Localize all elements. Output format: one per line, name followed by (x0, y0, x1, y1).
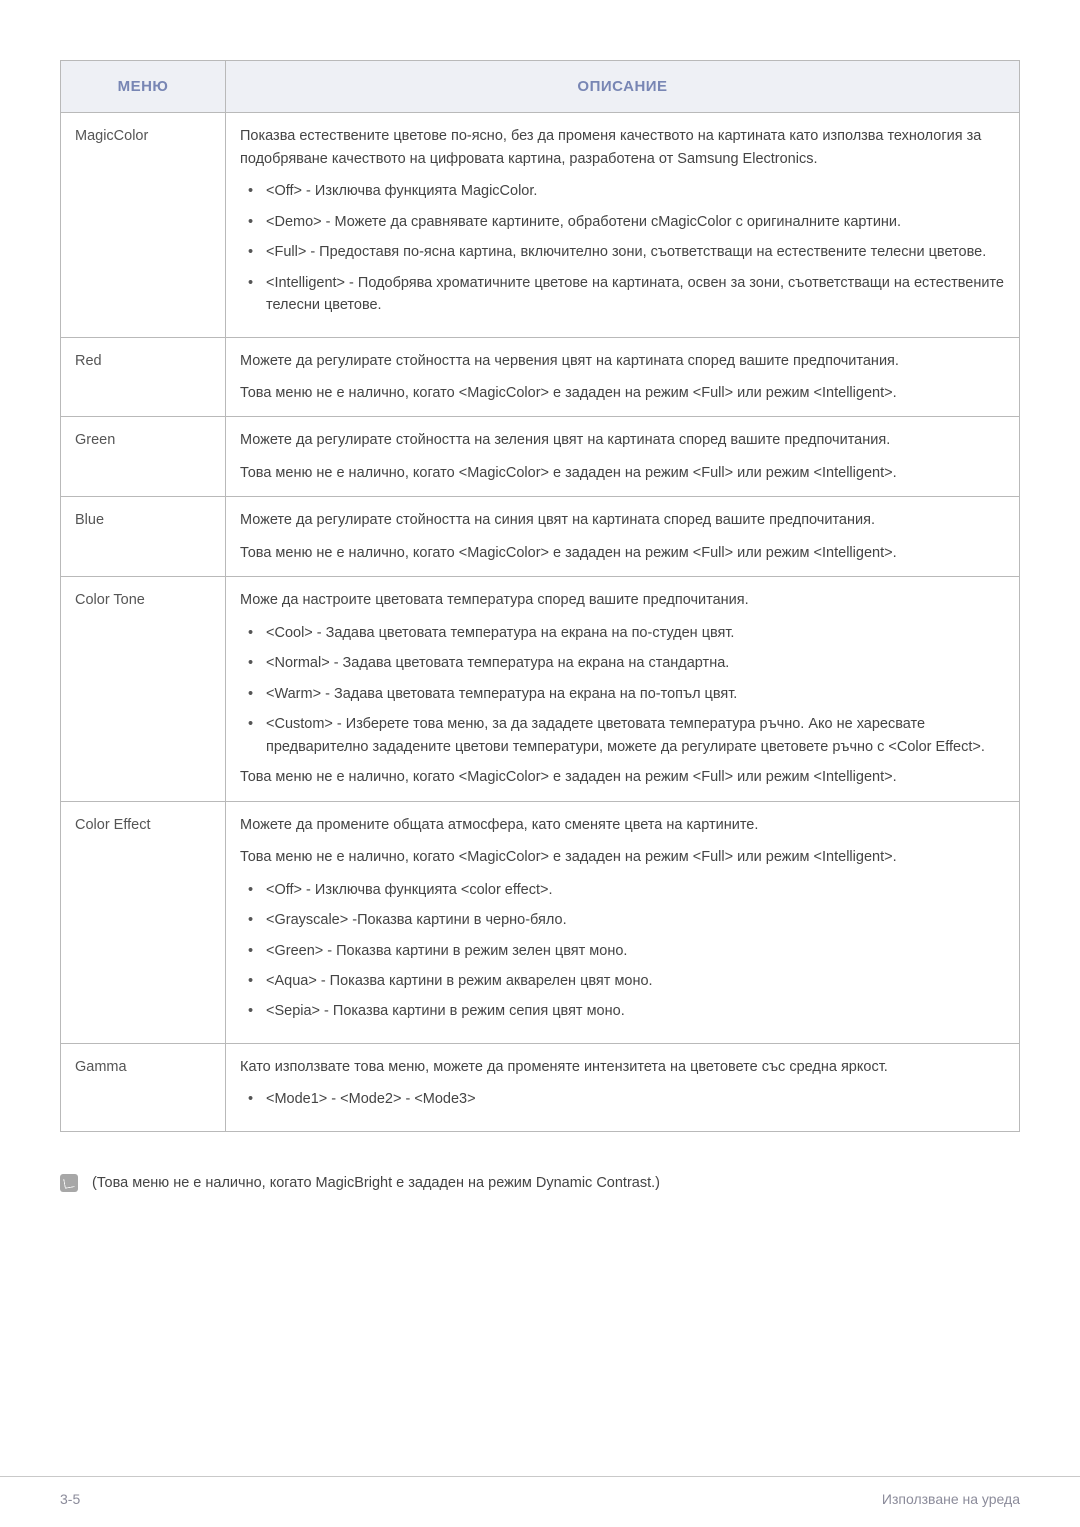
desc-cell: Можете да промените общата атмосфера, ка… (226, 801, 1020, 1043)
desc-cell: Показва естествените цветове по-ясно, бе… (226, 113, 1020, 337)
menu-cell: Blue (61, 497, 226, 577)
table-row: Color Effect Можете да промените общата … (61, 801, 1020, 1043)
table-row: Red Можете да регулирате стойността на ч… (61, 337, 1020, 417)
option-item: <Full> - Предоставя по-ясна картина, вкл… (240, 241, 1005, 263)
desc-cell: Можете да регулирате стойността на синия… (226, 497, 1020, 577)
option-item: <Normal> - Задава цветовата температура … (240, 652, 1005, 674)
option-item: <Green> - Показва картини в режим зелен … (240, 940, 1005, 962)
option-item: <Demo> - Можете да сравнявате картините,… (240, 211, 1005, 233)
row-note: Това меню не е налично, когато <MagicCol… (240, 542, 1005, 564)
option-item: <Grayscale> -Показва картини в черно-бял… (240, 909, 1005, 931)
table-row: MagicColor Показва естествените цветове … (61, 113, 1020, 337)
row-intro: Можете да регулирате стойността на зелен… (240, 429, 1005, 451)
options-list: <Mode1> - <Mode2> - <Mode3> (240, 1088, 1005, 1110)
desc-cell: Може да настроите цветовата температура … (226, 577, 1020, 801)
menu-cell: Red (61, 337, 226, 417)
row-note: Това меню не е налично, когато <MagicCol… (240, 846, 1005, 868)
row-note: Това меню не е налично, когато <MagicCol… (240, 462, 1005, 484)
row-intro: Показва естествените цветове по-ясно, бе… (240, 125, 1005, 170)
row-note: Това меню не е налично, когато <MagicCol… (240, 382, 1005, 404)
page-note-text: (Това меню не е налично, когато MagicBri… (92, 1172, 660, 1194)
option-item: <Intelligent> - Подобрява хроматичните ц… (240, 272, 1005, 317)
page-footer: 3-5 Използване на уреда (0, 1476, 1080, 1527)
table-row: Gamma Като използвате това меню, можете … (61, 1043, 1020, 1131)
table-row: Color Tone Може да настроите цветовата т… (61, 577, 1020, 801)
row-intro: Като използвате това меню, можете да про… (240, 1056, 1005, 1078)
option-item: <Mode1> - <Mode2> - <Mode3> (240, 1088, 1005, 1110)
menu-cell: MagicColor (61, 113, 226, 337)
option-item: <Custom> - Изберете това меню, за да зад… (240, 713, 1005, 758)
desc-cell: Можете да регулирате стойността на зелен… (226, 417, 1020, 497)
option-item: <Cool> - Задава цветовата температура на… (240, 622, 1005, 644)
row-intro: Можете да регулирате стойността на черве… (240, 350, 1005, 372)
desc-cell: Можете да регулирате стойността на черве… (226, 337, 1020, 417)
option-item: <Aqua> - Показва картини в режим акварел… (240, 970, 1005, 992)
menu-cell: Gamma (61, 1043, 226, 1131)
menu-cell: Color Tone (61, 577, 226, 801)
menu-cell: Color Effect (61, 801, 226, 1043)
row-intro: Можете да промените общата атмосфера, ка… (240, 814, 1005, 836)
desc-cell: Като използвате това меню, можете да про… (226, 1043, 1020, 1131)
options-list: <Off> - Изключва функцията MagicColor. <… (240, 180, 1005, 316)
option-item: <Warm> - Задава цветовата температура на… (240, 683, 1005, 705)
option-item: <Off> - Изключва функцията MagicColor. (240, 180, 1005, 202)
settings-table: МЕНЮ ОПИСАНИЕ MagicColor Показва естеств… (60, 60, 1020, 1132)
option-item: <Sepia> - Показва картини в режим сепия … (240, 1000, 1005, 1022)
options-list: <Off> - Изключва функцията <color effect… (240, 879, 1005, 1023)
row-intro: Може да настроите цветовата температура … (240, 589, 1005, 611)
table-row: Blue Можете да регулирате стойността на … (61, 497, 1020, 577)
note-icon (60, 1174, 78, 1192)
menu-cell: Green (61, 417, 226, 497)
table-row: Green Можете да регулирате стойността на… (61, 417, 1020, 497)
col-header-description: ОПИСАНИЕ (226, 61, 1020, 113)
footer-page-number: 3-5 (60, 1489, 80, 1511)
col-header-menu: МЕНЮ (61, 61, 226, 113)
page-note: (Това меню не е налично, когато MagicBri… (60, 1172, 1020, 1194)
footer-section-title: Използване на уреда (882, 1489, 1020, 1511)
option-item: <Off> - Изключва функцията <color effect… (240, 879, 1005, 901)
row-intro: Можете да регулирате стойността на синия… (240, 509, 1005, 531)
row-note: Това меню не е налично, когато <MagicCol… (240, 766, 1005, 788)
options-list: <Cool> - Задава цветовата температура на… (240, 622, 1005, 758)
